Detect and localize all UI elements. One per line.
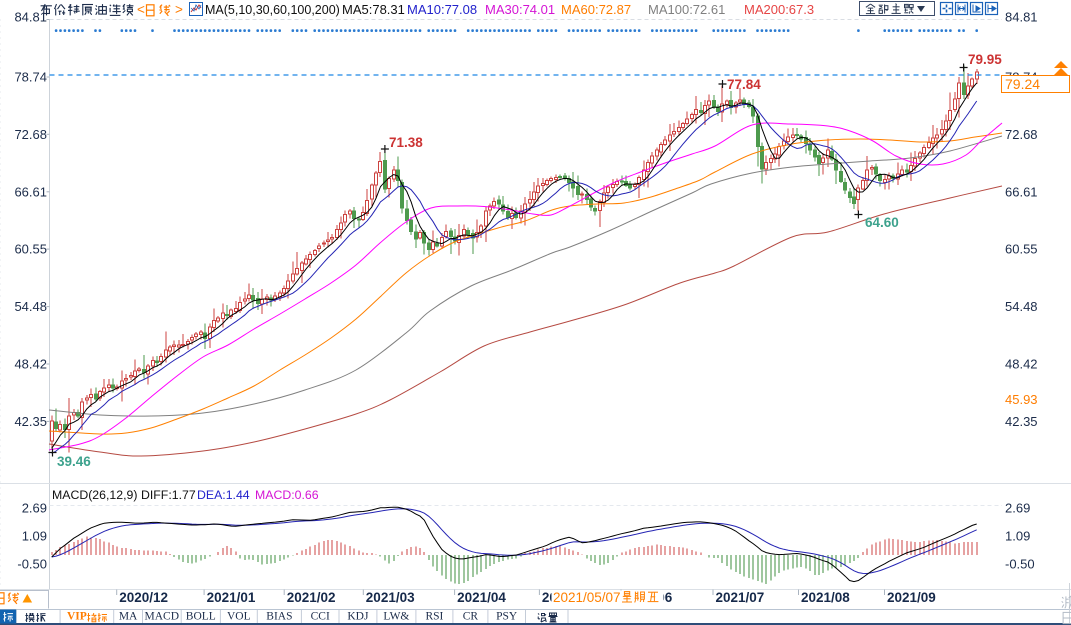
svg-text:LW&: LW&	[383, 611, 409, 623]
svg-text:66.61: 66.61	[1005, 184, 1038, 199]
svg-text:MA30:74.01: MA30:74.01	[485, 2, 555, 17]
svg-text:66.61: 66.61	[14, 184, 47, 199]
svg-text:71.38: 71.38	[389, 135, 423, 150]
svg-text:2021/05/07: 2021/05/07	[553, 590, 621, 605]
svg-text:39.46: 39.46	[57, 454, 91, 469]
svg-text:CR: CR	[463, 611, 479, 623]
svg-text:KDJ: KDJ	[347, 611, 369, 623]
svg-text:45.93: 45.93	[1005, 392, 1038, 407]
svg-text:54.48: 54.48	[14, 299, 47, 314]
svg-text:BIAS: BIAS	[266, 611, 292, 623]
svg-text:MACD:0.66: MACD:0.66	[255, 488, 319, 502]
svg-text:DEA:1.44: DEA:1.44	[197, 488, 250, 502]
svg-text:2021/01: 2021/01	[207, 590, 256, 605]
svg-text:78.74: 78.74	[14, 69, 47, 84]
svg-text:MA60:72.87: MA60:72.87	[561, 2, 631, 17]
svg-text:2020/12: 2020/12	[119, 590, 168, 605]
svg-text:PSY: PSY	[496, 611, 518, 623]
svg-text:77.84: 77.84	[727, 77, 761, 92]
svg-text:79.95: 79.95	[968, 52, 1002, 67]
svg-text:2021/09: 2021/09	[887, 590, 936, 605]
svg-text:79.24: 79.24	[1005, 76, 1040, 92]
svg-text:>: >	[175, 2, 183, 17]
svg-text:54.48: 54.48	[1005, 299, 1038, 314]
svg-text:CCI: CCI	[311, 611, 330, 623]
svg-text:72.68: 72.68	[1005, 127, 1038, 142]
svg-text:84.81: 84.81	[1005, 10, 1038, 25]
svg-text:2021/03: 2021/03	[366, 590, 415, 605]
svg-text:BOLL: BOLL	[186, 611, 216, 623]
svg-text:MA5:78.31: MA5:78.31	[342, 2, 405, 17]
svg-text:2.69: 2.69	[22, 500, 47, 515]
svg-text:60.55: 60.55	[14, 242, 47, 257]
svg-text:-0.50: -0.50	[1005, 556, 1035, 571]
svg-text:60.55: 60.55	[1005, 242, 1038, 257]
svg-text:MA: MA	[119, 611, 138, 623]
svg-text:<: <	[137, 2, 145, 17]
svg-text:2021/08: 2021/08	[801, 590, 850, 605]
svg-text:MA(5,10,30,60,100,200): MA(5,10,30,60,100,200)	[205, 3, 340, 17]
svg-text:MACD(26,12,9): MACD(26,12,9)	[52, 488, 137, 502]
svg-text:MACD: MACD	[145, 611, 180, 623]
svg-text:1.09: 1.09	[22, 528, 47, 543]
svg-text:MA10:77.08: MA10:77.08	[407, 2, 477, 17]
svg-text:2.69: 2.69	[1005, 500, 1030, 515]
svg-text:2021/07: 2021/07	[716, 590, 765, 605]
svg-text:DIFF:1.77: DIFF:1.77	[141, 488, 196, 502]
svg-text:64.60: 64.60	[865, 215, 899, 230]
svg-text:42.35: 42.35	[1005, 414, 1038, 429]
svg-text:84.81: 84.81	[14, 10, 47, 25]
svg-text:1.09: 1.09	[1005, 528, 1030, 543]
svg-text:VIP: VIP	[67, 611, 87, 623]
svg-text:2021/02: 2021/02	[287, 590, 336, 605]
svg-text:2021/04: 2021/04	[457, 590, 506, 605]
svg-text:48.42: 48.42	[1005, 356, 1038, 371]
svg-text:42.35: 42.35	[14, 414, 47, 429]
svg-text:72.68: 72.68	[14, 127, 47, 142]
svg-text:RSI: RSI	[425, 611, 443, 623]
svg-text:-0.50: -0.50	[17, 556, 47, 571]
svg-text:VOL: VOL	[227, 611, 251, 623]
svg-text:MA200:67.3: MA200:67.3	[744, 2, 814, 17]
svg-text:48.42: 48.42	[14, 356, 47, 371]
svg-text:MA100:72.61: MA100:72.61	[648, 2, 725, 17]
